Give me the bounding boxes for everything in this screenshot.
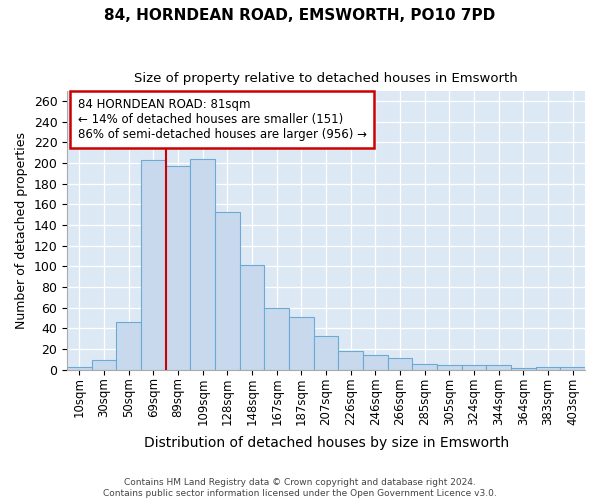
Bar: [240, 266, 265, 370]
Bar: [67, 366, 92, 370]
Bar: [190, 159, 215, 370]
Bar: [215, 212, 240, 370]
Bar: [289, 317, 314, 370]
Bar: [511, 368, 536, 370]
Bar: [388, 358, 412, 370]
Bar: [412, 364, 437, 370]
Bar: [462, 366, 487, 370]
Bar: [487, 366, 511, 370]
Bar: [116, 322, 141, 370]
Bar: [92, 360, 116, 370]
Bar: [536, 366, 560, 370]
X-axis label: Distribution of detached houses by size in Emsworth: Distribution of detached houses by size …: [143, 436, 509, 450]
Text: 84 HORNDEAN ROAD: 81sqm
← 14% of detached houses are smaller (151)
86% of semi-d: 84 HORNDEAN ROAD: 81sqm ← 14% of detache…: [77, 98, 367, 141]
Bar: [363, 355, 388, 370]
Bar: [141, 160, 166, 370]
Title: Size of property relative to detached houses in Emsworth: Size of property relative to detached ho…: [134, 72, 518, 86]
Text: 84, HORNDEAN ROAD, EMSWORTH, PO10 7PD: 84, HORNDEAN ROAD, EMSWORTH, PO10 7PD: [104, 8, 496, 22]
Bar: [560, 366, 585, 370]
Bar: [166, 166, 190, 370]
Bar: [338, 351, 363, 370]
Bar: [314, 336, 338, 370]
Y-axis label: Number of detached properties: Number of detached properties: [15, 132, 28, 328]
Bar: [437, 366, 462, 370]
Bar: [265, 308, 289, 370]
Text: Contains HM Land Registry data © Crown copyright and database right 2024.
Contai: Contains HM Land Registry data © Crown c…: [103, 478, 497, 498]
